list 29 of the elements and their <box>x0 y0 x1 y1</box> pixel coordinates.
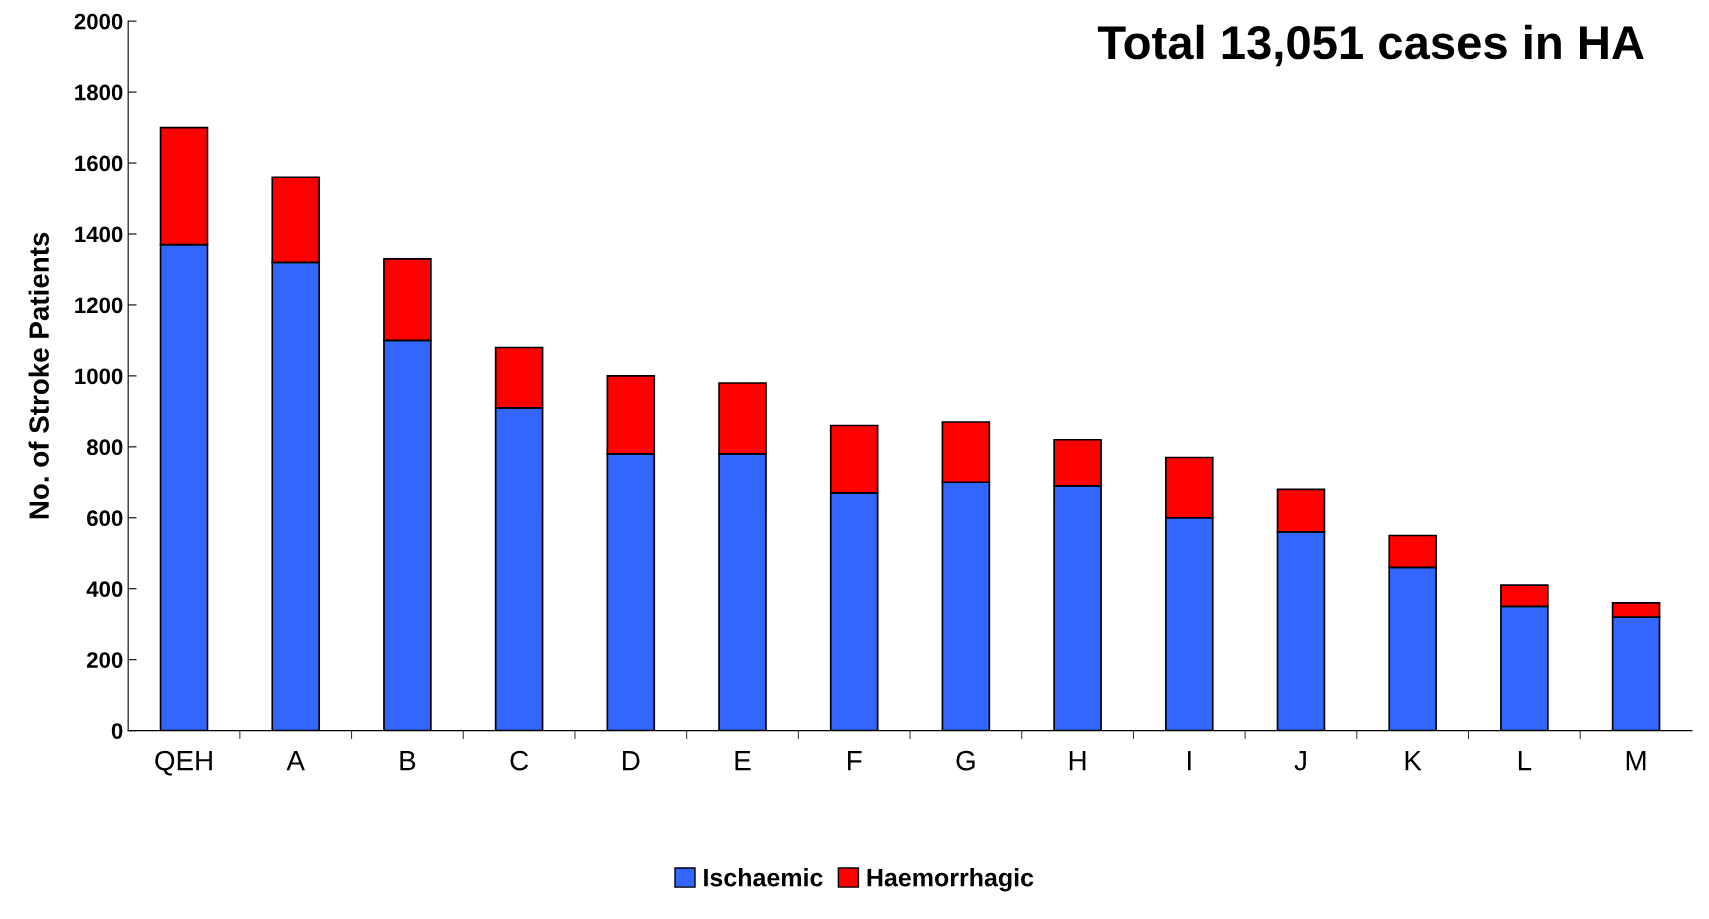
y-axis-title: No. of Stroke Patients <box>28 232 49 519</box>
x-tick-label: C <box>510 750 529 771</box>
y-tick-label: 600 <box>87 510 123 527</box>
x-tick-label: I <box>1187 751 1191 771</box>
x-tick-label: K <box>1405 751 1422 771</box>
x-tick-label: H <box>1069 751 1086 771</box>
x-tick-label: L <box>1518 751 1532 771</box>
legend-label: Ischaemic <box>704 868 823 887</box>
y-tick-label: 400 <box>86 581 123 597</box>
x-tick-label: QEH <box>155 750 212 776</box>
y-tick-label: 200 <box>87 652 123 668</box>
y-tick-label: 1200 <box>75 297 123 314</box>
y-tick-label: 800 <box>86 439 123 456</box>
x-tick-label: G <box>956 750 975 771</box>
x-tick-label: E <box>735 751 751 771</box>
x-tick-label: D <box>623 751 640 771</box>
y-tick-label: 0 <box>111 723 123 739</box>
x-tick-label: F <box>847 751 862 771</box>
legend-label: Haemorrhagic <box>867 868 1034 892</box>
x-tick-label: M <box>1626 751 1646 771</box>
chart-title: Total 13,051 cases in HA <box>1097 24 1644 67</box>
x-tick-label: B <box>400 751 416 771</box>
y-tick-label: 1600 <box>75 155 123 172</box>
x-tick-label: J <box>1294 751 1306 771</box>
y-tick-label: 1800 <box>75 84 123 101</box>
y-tick-label: 1400 <box>75 226 123 243</box>
x-tick-label: A <box>286 751 305 771</box>
y-tick-label: 2000 <box>74 13 123 30</box>
y-tick-label: 1000 <box>75 368 123 385</box>
